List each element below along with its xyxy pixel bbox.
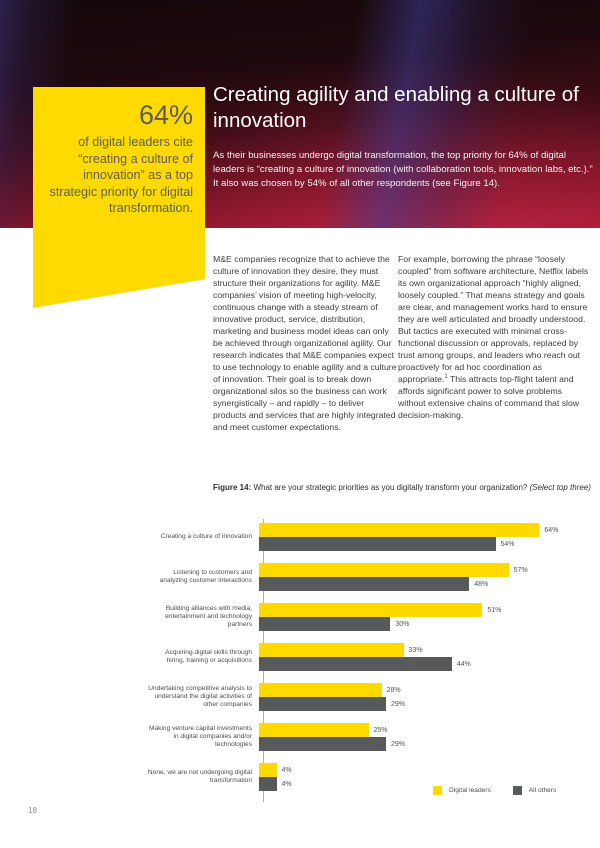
bar-digital-leaders — [259, 643, 404, 657]
section-title: Creating agility and enabling a culture … — [213, 83, 579, 132]
bar-digital-leaders — [259, 683, 382, 697]
bar-value-label: 25% — [373, 726, 388, 734]
bar-group: Acquiring digital skills through hiring,… — [146, 643, 592, 671]
category-label: Listening to customers and analyzing cus… — [159, 569, 252, 584]
bar-line: 64% — [259, 523, 592, 537]
legend-item-all-others: All others — [512, 786, 557, 795]
bar-all-others — [259, 537, 496, 551]
legend-swatch-icon — [433, 786, 442, 795]
bar-all-others — [259, 617, 391, 631]
section-intro: As their businesses undergo digital tran… — [213, 150, 593, 189]
bar-all-others — [259, 697, 387, 711]
legend-swatch-icon — [512, 786, 522, 795]
bar-line: 33% — [259, 643, 592, 657]
bar-digital-leaders — [259, 563, 509, 577]
stat-callout: 64% of digital leaders cite “creating a … — [33, 87, 205, 308]
figure-caption-label: Figure 14: — [213, 483, 252, 492]
bar-line: 48% — [259, 577, 592, 591]
figure-caption-note: (Select top three) — [529, 483, 591, 492]
footnote-marker: 1 — [444, 374, 448, 381]
bar-pair: 4% 4% — [259, 763, 592, 791]
bar-all-others — [259, 777, 277, 791]
figure-caption-question: What are your strategic priorities as yo… — [251, 483, 530, 492]
bar-value-label: 4% — [281, 766, 292, 774]
bar-value-label: 30% — [395, 620, 410, 628]
bar-group: None, we are not undergoing digital tran… — [146, 763, 592, 791]
bar-line: 29% — [259, 737, 592, 751]
legend-label: All others — [528, 787, 557, 794]
bar-value-label: 48% — [474, 580, 489, 588]
bar-line: 4% — [259, 777, 592, 791]
chart-rows: Creating a culture of innovation 64% 54% Li… — [146, 523, 592, 803]
bar-pair: 51% 30% — [259, 603, 592, 631]
bar-all-others — [259, 657, 452, 671]
bar-group: Creating a culture of innovation 64% 54% — [146, 523, 592, 551]
bar-value-label: 54% — [500, 540, 515, 548]
bar-all-others — [259, 737, 387, 751]
body-column-right-text-cont: This attracts top-flight talent and affo… — [398, 374, 580, 420]
bar-pair: 33% 44% — [259, 643, 592, 671]
bar-value-label: 64% — [544, 526, 559, 534]
bar-digital-leaders — [259, 723, 369, 737]
bar-line: 44% — [259, 657, 592, 671]
bar-line: 29% — [259, 697, 592, 711]
bar-line: 28% — [259, 683, 592, 697]
bar-line: 54% — [259, 537, 592, 551]
chart-legend: Digital leaders All others — [433, 786, 556, 795]
category-label: Creating a culture of innovation — [160, 533, 252, 540]
bar-line: 30% — [259, 617, 592, 631]
bar-line: 25% — [259, 723, 592, 737]
bar-line: 57% — [259, 563, 592, 577]
bar-pair: 25% 29% — [259, 723, 592, 751]
bar-digital-leaders — [259, 523, 540, 537]
bar-pair: 64% 54% — [259, 523, 592, 551]
bar-value-label: 44% — [456, 660, 471, 668]
bar-group: Undertaking competitive analysis to unde… — [146, 683, 592, 711]
bar-all-others — [259, 577, 470, 591]
category-label: None, we are not undergoing digital tran… — [147, 769, 252, 784]
body-column-left: M&E companies recognize that to achieve … — [213, 254, 397, 432]
stat-value: 64% — [138, 100, 193, 130]
bar-group: Building alliances with media, entertain… — [146, 603, 592, 631]
bar-line: 4% — [259, 763, 592, 777]
figure-14-bar-chart: Creating a culture of innovation 64% 54% Li… — [146, 515, 592, 815]
bar-digital-leaders — [259, 603, 483, 617]
bar-digital-leaders — [259, 763, 277, 777]
bar-value-label: 33% — [408, 646, 423, 654]
figure-caption: Figure 14: What are your strategic prior… — [213, 482, 600, 493]
body-column-right: For example, borrowing the phrase “loose… — [398, 253, 591, 421]
category-label: Acquiring digital skills through hiring,… — [165, 649, 252, 664]
bar-value-label: 4% — [281, 780, 292, 788]
bar-pair: 28% 29% — [259, 683, 592, 711]
category-label: Making venture capital investments in di… — [149, 725, 252, 748]
bar-value-label: 29% — [391, 740, 406, 748]
bar-line: 51% — [259, 603, 592, 617]
stat-description: of digital leaders cite “creating a cult… — [49, 135, 193, 215]
body-column-right-text: For example, borrowing the phrase “loose… — [398, 254, 589, 384]
bar-pair: 57% 48% — [259, 563, 592, 591]
bar-group: Making venture capital investments in di… — [146, 723, 592, 751]
legend-label: Digital leaders — [449, 787, 491, 794]
category-label: Undertaking competitive analysis to unde… — [148, 685, 252, 708]
bar-value-label: 28% — [386, 686, 401, 694]
bar-value-label: 57% — [513, 566, 528, 574]
category-label: Building alliances with media, entertain… — [165, 605, 252, 628]
bar-group: Listening to customers and analyzing cus… — [146, 563, 592, 591]
page-number: 18 — [28, 806, 37, 815]
bar-value-label: 29% — [391, 700, 406, 708]
bar-value-label: 51% — [487, 606, 502, 614]
legend-item-digital-leaders: Digital leaders — [433, 786, 491, 795]
